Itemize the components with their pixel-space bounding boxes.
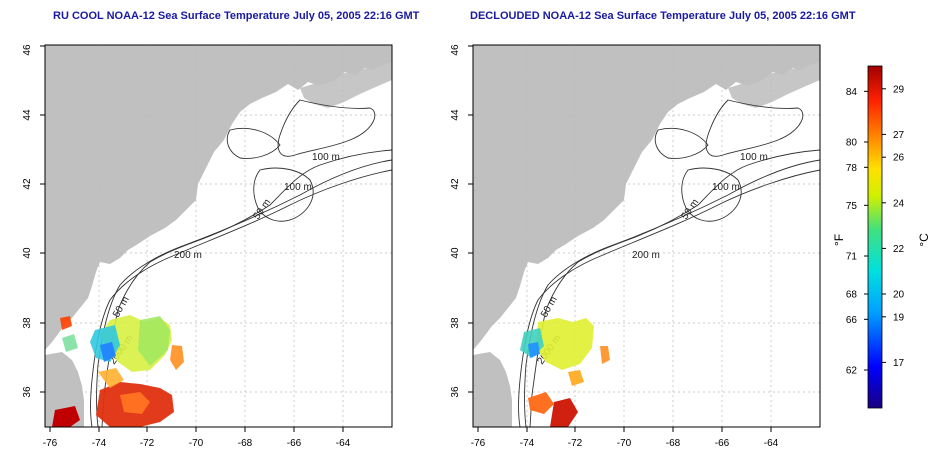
lon-tick-label: -74 xyxy=(92,438,107,449)
lon-tick-label: -64 xyxy=(336,438,351,449)
lon-tick-label: -66 xyxy=(287,438,302,449)
lon-tick-label: -70 xyxy=(617,438,632,449)
colorbar-c-tick-label: 22 xyxy=(893,244,905,255)
left-grid xyxy=(45,45,392,427)
colorbar-f-tick-label: 62 xyxy=(846,366,858,377)
colorbar-unit-c: °C xyxy=(917,233,931,247)
colorbar-f-tick-label: 80 xyxy=(846,138,858,149)
lon-tick-label: -76 xyxy=(471,438,486,449)
left-panel-title: RU COOL NOAA-12 Sea Surface Temperature … xyxy=(53,10,420,22)
colorbar-f-tick-label: 75 xyxy=(846,201,858,212)
contour-label: 200 m xyxy=(174,250,202,261)
land-mass xyxy=(45,45,392,350)
colorbar-unit-f: °F xyxy=(832,234,846,246)
colorbar: 84 80 78 75 71 68 66 62 29 27 26 24 22 20 19 17 °F °C xyxy=(832,65,931,409)
lat-tick-label: 40 xyxy=(22,247,33,259)
colorbar-f-tick-label: 84 xyxy=(846,87,858,98)
lon-tick-label: -70 xyxy=(189,438,204,449)
lon-tick-label: -68 xyxy=(666,438,681,449)
lon-tick-label: -76 xyxy=(43,438,58,449)
lat-tick-label: 38 xyxy=(22,317,33,329)
contour-label: 200 m xyxy=(632,250,660,261)
contour-label: 100 m xyxy=(740,152,768,163)
colorbar-c-tick-label: 20 xyxy=(893,290,905,301)
colorbar-f-tick-label: 71 xyxy=(846,252,858,263)
right-map-panel: 100 m 100 m 50 m 200 m 50 m 2000 m -76 -… xyxy=(450,44,821,449)
lat-tick-label: 46 xyxy=(450,44,461,56)
lat-tick-label: 38 xyxy=(450,317,461,329)
nova-scotia xyxy=(300,60,392,108)
nova-scotia xyxy=(728,60,820,108)
right-bathymetry-contours xyxy=(518,99,821,428)
colorbar-f-ticks: 84 80 78 75 71 68 66 62 xyxy=(846,87,868,377)
right-panel-title: DECLOUDED NOAA-12 Sea Surface Temperatur… xyxy=(470,10,856,22)
left-sst-data xyxy=(52,315,184,427)
lat-tick-label: 42 xyxy=(450,178,461,190)
right-y-axis: 36 38 40 42 44 46 xyxy=(450,44,473,398)
colorbar-c-ticks: 29 27 26 24 22 20 19 17 xyxy=(882,84,905,369)
lat-tick-label: 40 xyxy=(450,247,461,259)
lat-tick-label: 36 xyxy=(22,386,33,398)
colorbar-c-tick-label: 24 xyxy=(893,198,905,209)
colorbar-f-tick-label: 68 xyxy=(846,290,858,301)
left-x-axis: -76 -74 -72 -70 -68 -66 -64 xyxy=(43,427,351,449)
colorbar-f-tick-label: 78 xyxy=(846,163,858,174)
colorbar-c-tick-label: 29 xyxy=(893,84,905,95)
lat-tick-label: 36 xyxy=(450,386,461,398)
lon-tick-label: -72 xyxy=(140,438,155,449)
colorbar-c-tick-label: 17 xyxy=(893,358,905,369)
right-x-axis: -76 -74 -72 -70 -68 -66 -64 xyxy=(471,427,779,449)
lat-tick-label: 44 xyxy=(22,109,33,121)
colorbar-c-tick-label: 26 xyxy=(893,153,905,164)
lon-tick-label: -66 xyxy=(715,438,730,449)
left-y-axis: 36 38 40 42 44 46 xyxy=(22,44,45,398)
colorbar-f-tick-label: 66 xyxy=(846,315,858,326)
right-sst-data xyxy=(520,318,610,427)
left-map-panel: 100 m 100 m 50 m 200 m 50 m 2000 m -76 -… xyxy=(22,44,393,449)
land-mass xyxy=(473,45,820,350)
lat-tick-label: 42 xyxy=(22,178,33,190)
left-bathymetry-contours xyxy=(90,99,393,428)
colorbar-gradient xyxy=(867,65,883,409)
colorbar-c-tick-label: 27 xyxy=(893,130,905,141)
lon-tick-label: -68 xyxy=(238,438,253,449)
contour-label: 100 m xyxy=(284,182,312,193)
right-grid xyxy=(473,45,820,427)
lon-tick-label: -72 xyxy=(568,438,583,449)
lat-tick-label: 46 xyxy=(22,44,33,56)
lon-tick-label: -74 xyxy=(520,438,535,449)
land-mass-south xyxy=(473,352,512,427)
contour-label: 100 m xyxy=(312,152,340,163)
lon-tick-label: -64 xyxy=(764,438,779,449)
colorbar-c-tick-label: 19 xyxy=(893,312,905,323)
lat-tick-label: 44 xyxy=(450,109,461,121)
contour-label: 100 m xyxy=(712,182,740,193)
